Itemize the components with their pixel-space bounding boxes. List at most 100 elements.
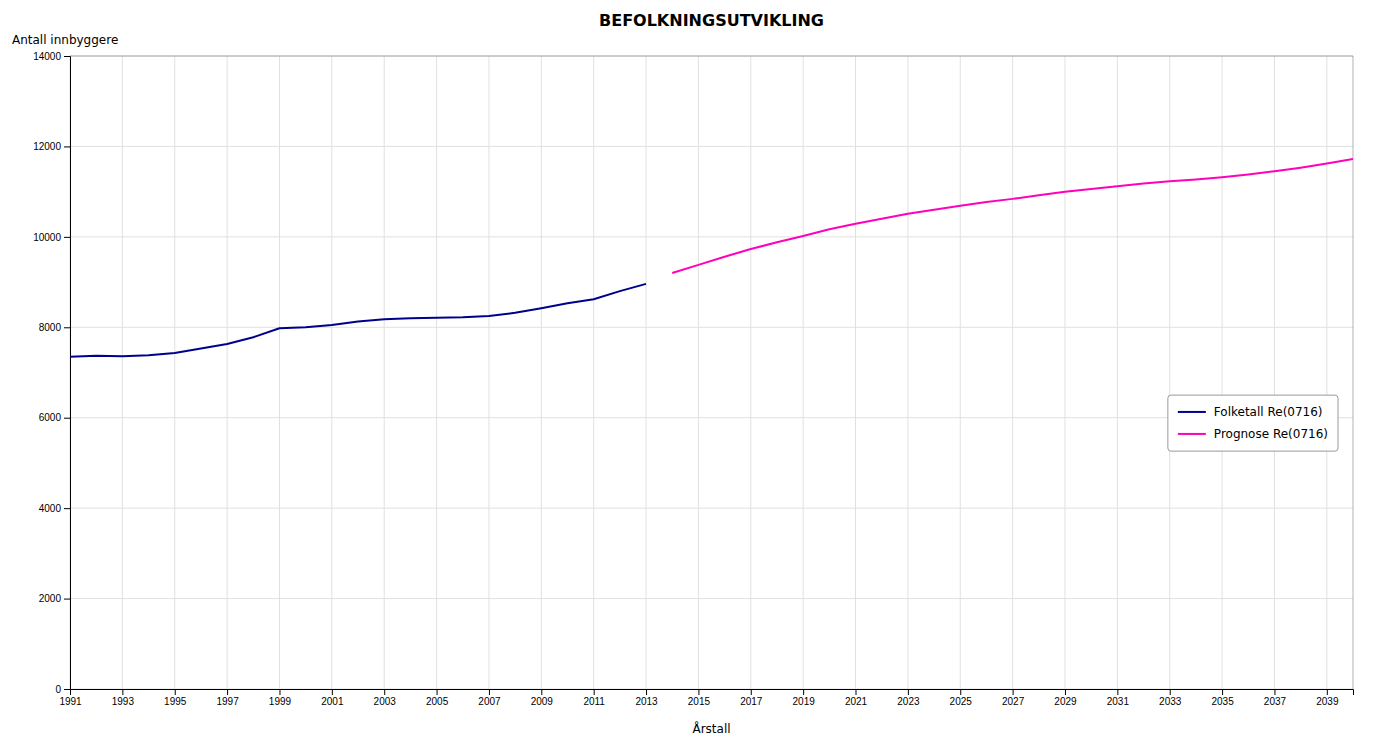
legend-swatch (1178, 411, 1206, 413)
x-tick-mark (279, 689, 280, 695)
x-tick-mark (1170, 689, 1171, 695)
x-tick: 2007 (478, 689, 501, 707)
x-tick-label: 2037 (1264, 696, 1287, 707)
y-tick-label: 4000 (39, 503, 62, 514)
x-tick-mark (332, 689, 333, 695)
x-tick-mark (960, 689, 961, 695)
y-tick: 2000 (39, 593, 70, 604)
x-tick-mark (384, 689, 385, 695)
x-tick: 2039 (1316, 689, 1339, 707)
grid-line-x (174, 56, 175, 689)
x-tick-label: 2011 (583, 696, 605, 707)
x-tick: 1999 (269, 689, 292, 707)
x-tick: 2023 (897, 689, 920, 707)
y-tick: 10000 (33, 232, 70, 243)
y-tick: 4000 (39, 503, 70, 514)
grid-line-x (1012, 56, 1013, 689)
x-tick: 2011 (583, 689, 605, 707)
grid-line-x (488, 56, 489, 689)
x-tick-mark (1274, 689, 1275, 695)
x-tick-label: 2005 (426, 696, 449, 707)
x-tick-mark (803, 689, 804, 695)
x-tick-label: 2017 (740, 696, 763, 707)
grid-line-x (1117, 56, 1118, 689)
x-tick-label: 2039 (1316, 696, 1339, 707)
x-tick-mark (646, 689, 647, 695)
y-axis: 02000400060008000100001200014000 (33, 51, 70, 695)
y-tick: 6000 (39, 412, 70, 423)
grid-line-x (907, 56, 908, 689)
legend: Folketall Re(0716) Prognose Re(0716) (1168, 395, 1338, 451)
y-axis-title: Antall innbyggere (12, 33, 118, 47)
grid-line-x (803, 56, 804, 689)
legend-item: Folketall Re(0716) (1178, 405, 1323, 419)
x-tick-mark (122, 689, 123, 695)
x-tick-label: 1993 (112, 696, 135, 707)
x-tick-label: 2021 (845, 696, 868, 707)
x-tick-label: 2033 (1159, 696, 1182, 707)
x-tick: 2027 (1002, 689, 1025, 707)
x-tick: 2003 (374, 689, 397, 707)
series-line (672, 159, 1353, 273)
grid-line-x (1326, 56, 1327, 689)
x-tick: 1997 (216, 689, 239, 707)
x-tick-label: 2025 (950, 696, 973, 707)
y-axis-line (64, 57, 71, 690)
chart: 1991 1993 1995 1997 1999 2001 2003 2005 2007 2009… (0, 0, 1383, 751)
legend-label: Prognose Re(0716) (1214, 427, 1328, 441)
grid-line-y (70, 327, 1353, 328)
grid-line-x (960, 56, 961, 689)
y-tick-mark (64, 599, 70, 600)
grid-line-x (593, 56, 594, 689)
x-axis-line (71, 690, 1354, 696)
x-tick-label: 1997 (216, 696, 239, 707)
x-tick-label: 1991 (59, 696, 82, 707)
y-tick-label: 12000 (33, 141, 61, 152)
grid-line-x (646, 56, 647, 689)
x-tick: 2001 (321, 689, 344, 707)
x-axis-title: Årstall (692, 721, 730, 736)
grid-line-x (436, 56, 437, 689)
x-tick: 2019 (793, 689, 816, 707)
x-tick-mark (1222, 689, 1223, 695)
x-tick: 1993 (112, 689, 135, 707)
x-tick-mark (437, 689, 438, 695)
grid-line-x (122, 56, 123, 689)
legend-label: Folketall Re(0716) (1214, 405, 1323, 419)
grid-line-y (70, 598, 1353, 599)
y-tick: 12000 (33, 141, 70, 152)
grid-line-x (698, 56, 699, 689)
grid-line-x (1274, 56, 1275, 689)
y-tick-mark (64, 56, 70, 57)
y-tick-label: 6000 (39, 412, 62, 423)
x-tick-mark (908, 689, 909, 695)
y-tick-label: 14000 (33, 51, 61, 62)
y-tick: 0 (55, 684, 70, 695)
x-tick-label: 2013 (635, 696, 658, 707)
grid-line-y (70, 508, 1353, 509)
grid-line-y (70, 417, 1353, 418)
grid-line-x (1169, 56, 1170, 689)
x-tick: 1995 (164, 689, 187, 707)
grid-line-y (70, 236, 1353, 237)
x-tick-mark (1327, 689, 1328, 695)
x-tick-label: 2019 (793, 696, 816, 707)
x-tick-label: 2029 (1054, 696, 1077, 707)
grid-line-x (750, 56, 751, 689)
x-axis: 1991 1993 1995 1997 1999 2001 2003 2005 2007 2009… (59, 689, 1353, 707)
x-tick-label: 2015 (688, 696, 711, 707)
x-tick: 2009 (531, 689, 554, 707)
frame-top (70, 56, 1353, 57)
y-tick-label: 0 (55, 684, 61, 695)
x-tick-label: 1995 (164, 696, 187, 707)
legend-box (1168, 395, 1338, 451)
x-tick: 2029 (1054, 689, 1077, 707)
grid-line-x (1222, 56, 1223, 689)
x-tick: 2025 (950, 689, 973, 707)
marks (70, 159, 1353, 357)
x-tick: 2035 (1211, 689, 1234, 707)
y-tick-mark (64, 418, 70, 419)
grid (70, 56, 1353, 689)
grid-line-x (227, 56, 228, 689)
grid-line-x (541, 56, 542, 689)
